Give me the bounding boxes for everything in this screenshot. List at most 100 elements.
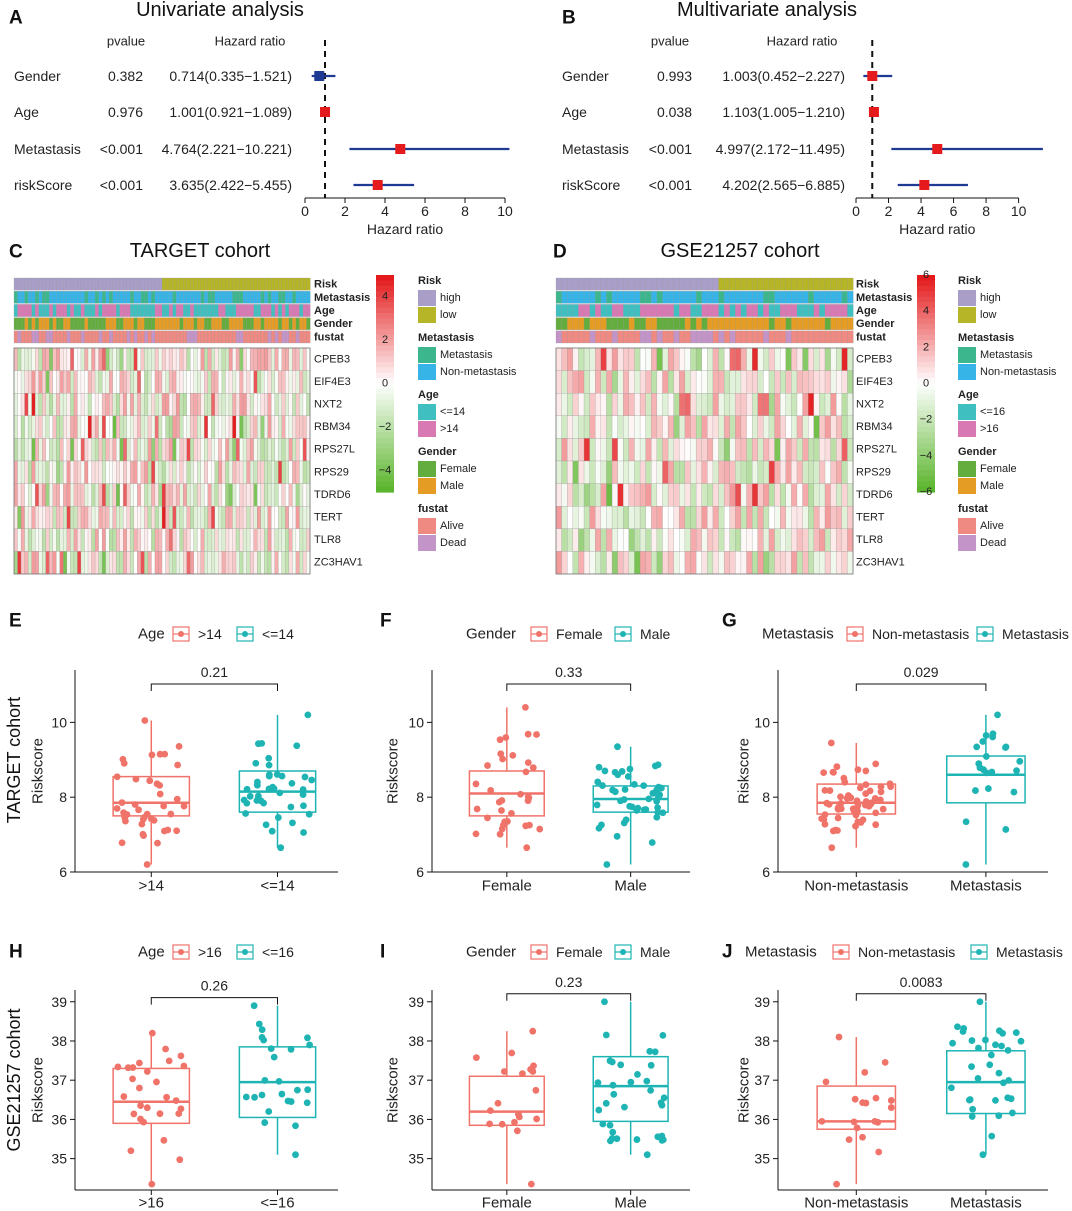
annotation-cell bbox=[611, 304, 619, 317]
data-point bbox=[959, 1028, 967, 1035]
heatmap-cell bbox=[662, 483, 669, 507]
data-point bbox=[143, 1068, 151, 1075]
heatmap-cell bbox=[791, 483, 798, 507]
annotation-cell bbox=[796, 291, 803, 304]
heatmap-cell bbox=[667, 506, 675, 529]
heatmap-cell bbox=[154, 347, 159, 371]
heatmap-cell bbox=[292, 551, 297, 575]
heatmap-cell bbox=[274, 370, 279, 394]
heatmap-cell bbox=[774, 415, 781, 439]
heatmap-cell bbox=[830, 347, 837, 371]
heatmap-cell bbox=[567, 347, 574, 371]
heatmap-cell bbox=[70, 438, 75, 462]
annotation-cell bbox=[235, 317, 240, 330]
heatmap-cell bbox=[617, 506, 624, 529]
heatmap-cell bbox=[119, 551, 124, 575]
heatmap-cell bbox=[836, 347, 843, 371]
heatmap-cell bbox=[123, 438, 128, 462]
heatmap-cell bbox=[73, 347, 78, 371]
data-point bbox=[529, 764, 537, 772]
heatmap-cell bbox=[133, 528, 138, 552]
heatmap-cell bbox=[583, 483, 591, 507]
annotation-cell bbox=[707, 330, 714, 344]
heatmap-cell bbox=[52, 370, 57, 394]
heatmap-cell bbox=[623, 438, 630, 462]
heatmap-cell bbox=[302, 551, 307, 575]
heatmap-cell bbox=[133, 347, 138, 371]
legend-label: Alive bbox=[440, 520, 464, 532]
annotation-cell bbox=[17, 330, 22, 344]
annotation-cell bbox=[63, 304, 68, 317]
annotation-cell bbox=[197, 317, 202, 330]
annotation-cell bbox=[847, 304, 854, 317]
data-point bbox=[826, 787, 834, 794]
heatmap-cell bbox=[595, 483, 602, 507]
annotation-cell bbox=[830, 317, 837, 330]
colorbar-segment bbox=[376, 340, 394, 347]
heatmap-cell bbox=[847, 551, 854, 575]
heatmap-cell bbox=[295, 460, 300, 484]
heatmap-cell bbox=[690, 528, 697, 552]
annotation-cell bbox=[819, 330, 826, 344]
heatmap-cell bbox=[42, 415, 47, 439]
annotation-cell bbox=[606, 304, 613, 317]
data-point bbox=[172, 1097, 180, 1104]
heatmap-cell bbox=[595, 415, 602, 439]
heatmap-cell bbox=[13, 528, 18, 552]
data-point bbox=[143, 810, 151, 818]
heatmap-cell bbox=[735, 370, 742, 394]
heatmap-cell bbox=[225, 506, 230, 529]
heatmap-cell bbox=[70, 460, 75, 484]
data-point bbox=[871, 1117, 879, 1125]
annotation-cell bbox=[830, 330, 837, 344]
annotation-cell bbox=[80, 317, 85, 330]
legend-key-point bbox=[536, 631, 542, 637]
annotation-cell bbox=[292, 317, 297, 330]
heatmap-cell bbox=[186, 438, 191, 462]
heatmap-cell bbox=[278, 528, 283, 552]
data-point bbox=[845, 1136, 853, 1143]
heatmap-cell bbox=[611, 551, 619, 575]
heatmap-cell bbox=[656, 370, 663, 394]
annotation-cell bbox=[606, 277, 613, 291]
data-point bbox=[866, 787, 874, 795]
heatmap-cell bbox=[295, 370, 300, 394]
heatmap-cell bbox=[116, 460, 121, 484]
heatmap-cell bbox=[45, 347, 50, 371]
heatmap-cell bbox=[634, 415, 641, 439]
annotation-cell bbox=[673, 291, 680, 304]
annotation-cell bbox=[84, 317, 89, 330]
annotation-cell bbox=[70, 291, 75, 304]
heatmap-cell bbox=[144, 415, 149, 439]
row-pvalue: 0.993 bbox=[657, 68, 692, 84]
annotation-cell bbox=[306, 277, 311, 291]
annotation-cell bbox=[306, 317, 311, 330]
heatmap-cell bbox=[583, 460, 591, 484]
annotation-cell bbox=[836, 330, 843, 344]
heatmap-cell bbox=[42, 347, 47, 371]
heatmap-cell bbox=[751, 438, 759, 462]
heatmap-cell bbox=[108, 528, 114, 552]
annotation-cell bbox=[35, 317, 40, 330]
heatmap-cell bbox=[824, 393, 832, 416]
heatmap-cell bbox=[175, 438, 181, 462]
heatmap-cell bbox=[20, 506, 26, 529]
heatmap-cell bbox=[211, 347, 216, 371]
heatmap-cell bbox=[235, 370, 240, 394]
heatmap-cell bbox=[662, 506, 669, 529]
heatmap-cell bbox=[242, 438, 248, 462]
heatmap-cell bbox=[785, 528, 792, 552]
annotation-cell bbox=[59, 317, 64, 330]
data-point bbox=[976, 998, 984, 1006]
annotation-cell bbox=[172, 317, 177, 330]
colorbar-segment bbox=[917, 275, 935, 282]
heatmap-cell bbox=[785, 347, 792, 371]
heatmap-cell bbox=[161, 483, 166, 507]
annotation-cell bbox=[763, 304, 770, 317]
heatmap-cell bbox=[690, 370, 697, 394]
annotation-cell bbox=[740, 277, 747, 291]
heatmap-cell bbox=[137, 438, 142, 462]
data-point bbox=[176, 1156, 184, 1164]
heatmap-cell bbox=[165, 393, 170, 416]
heatmap-cell bbox=[80, 438, 85, 462]
